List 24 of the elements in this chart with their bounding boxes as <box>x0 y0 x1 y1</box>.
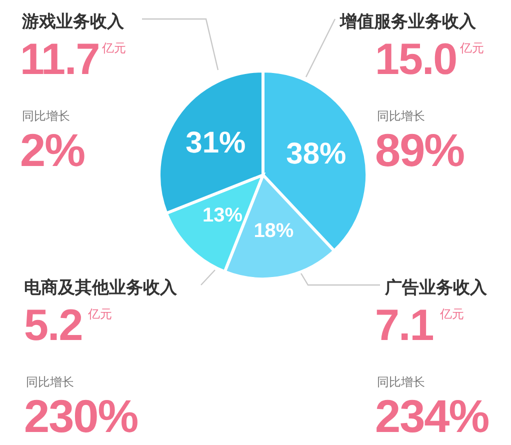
slice-label: 广告业务收入 <box>385 277 487 299</box>
data-label: 31% <box>186 126 246 160</box>
text: 234% <box>375 390 489 442</box>
data-label: 13% <box>202 204 243 226</box>
text: 5.2 <box>24 300 82 352</box>
text: 15.0 <box>375 34 457 86</box>
slice-label: 增值服务业务收入 <box>340 11 476 33</box>
text: 同比增长 <box>377 108 425 125</box>
text: 亿元 <box>440 306 464 323</box>
data-label: 38% <box>286 137 346 170</box>
slice-label: 游戏业务收入 <box>22 11 124 33</box>
text: 2% <box>20 124 84 176</box>
text: 89% <box>375 124 464 176</box>
slice-label: 电商及其他业务收入 <box>24 277 177 299</box>
text: 亿元 <box>88 306 112 323</box>
text: 同比增长 <box>26 374 74 391</box>
text: 亿元 <box>102 40 126 57</box>
text: 230% <box>24 390 138 442</box>
text: 同比增长 <box>377 374 425 391</box>
text: 11.7 <box>20 34 100 86</box>
text: 同比增长 <box>22 108 70 125</box>
data-label: 18% <box>254 220 294 242</box>
text: 7.1 <box>375 300 434 352</box>
text: 亿元 <box>460 40 484 57</box>
